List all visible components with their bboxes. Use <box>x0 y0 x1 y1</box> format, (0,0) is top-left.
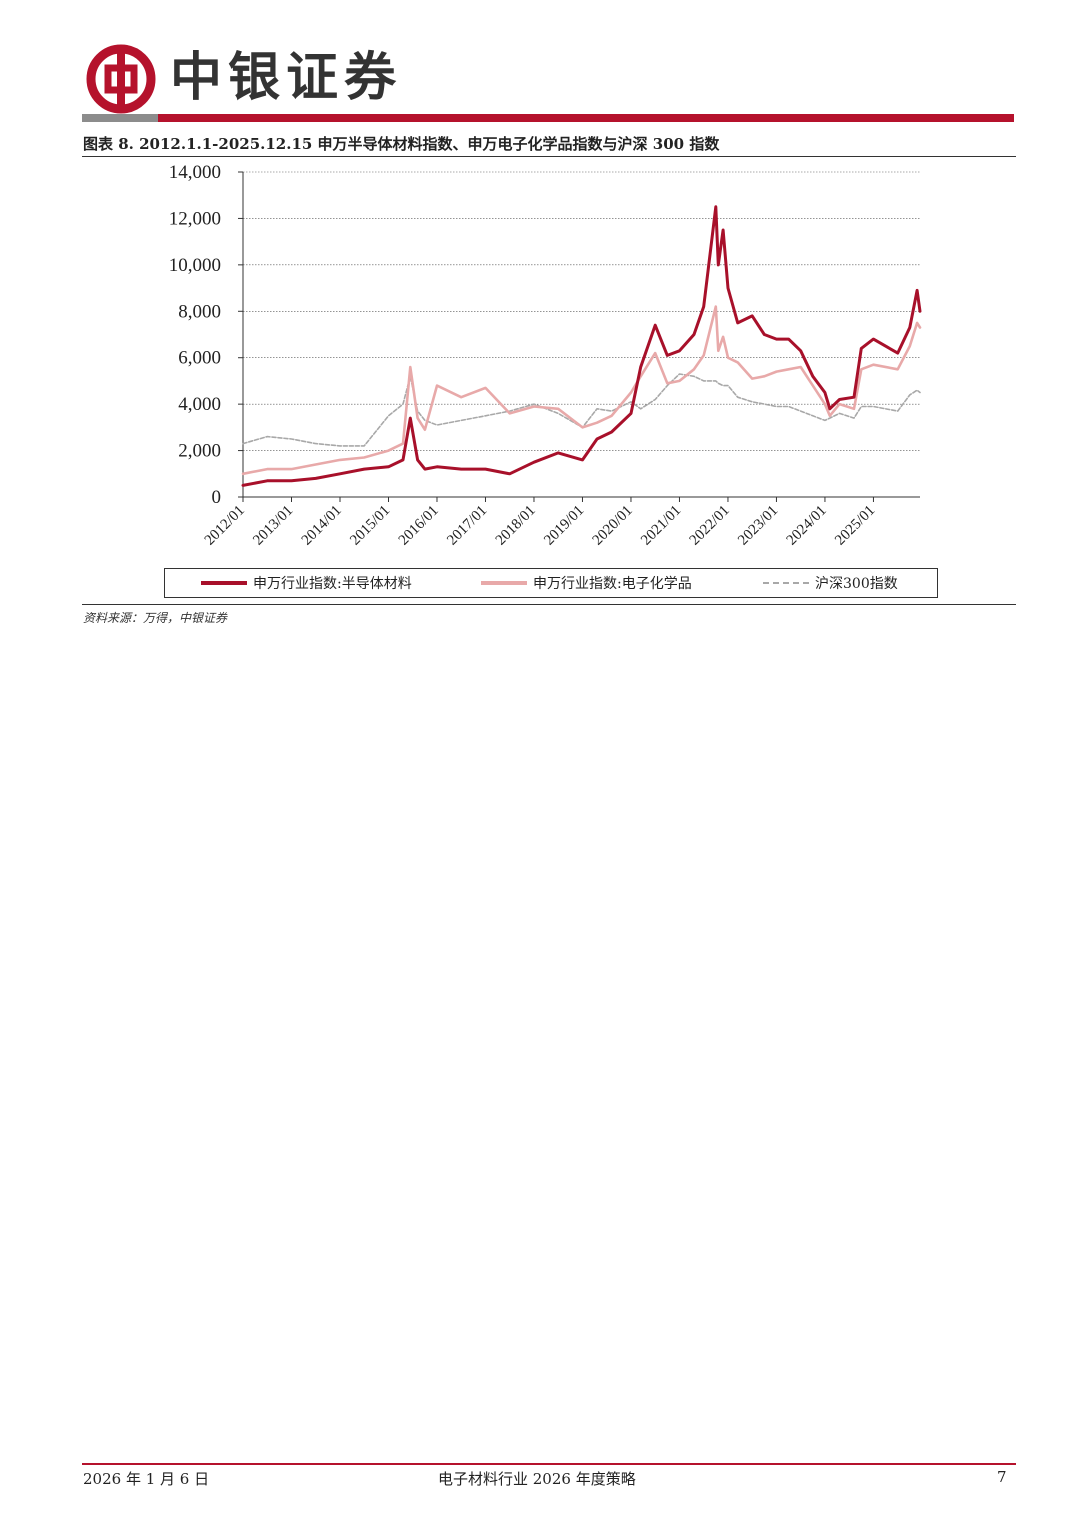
grid-lines <box>243 171 920 451</box>
y-tick-labels: 0 2,000 4,000 6,000 8,000 10,000 12,000 14,000 <box>169 162 221 508</box>
x-tick-labels: 2012/01 2013/01 2014/01 2015/01 2016/01 2017/… <box>202 503 879 549</box>
y-tick-label: 10,000 <box>169 255 221 276</box>
x-tick-label: 2023/01 <box>735 503 781 549</box>
figure-bottom-rule <box>82 604 1016 605</box>
x-tick-label: 2020/01 <box>590 503 636 549</box>
chart-legend: 申万行业指数:半导体材料 申万行业指数:电子化学品 沪深300指数 <box>164 568 938 598</box>
footer-page-number: 7 <box>997 1468 1007 1486</box>
y-tick-label: 2,000 <box>178 441 221 462</box>
figure-title: 图表 8. 2012.1.1-2025.12.15 申万半导体材料指数、申万电子… <box>83 135 720 153</box>
y-tick-label: 8,000 <box>178 301 221 322</box>
x-tick-label: 2018/01 <box>493 503 539 549</box>
x-tick-label: 2021/01 <box>638 503 684 549</box>
series-line-semiconductor-materials <box>241 205 922 487</box>
header-band-gray <box>82 114 158 122</box>
figure-source: 资料来源：万得，中银证券 <box>83 611 228 625</box>
y-tick-label: 4,000 <box>178 394 221 415</box>
series-lines <box>241 205 922 487</box>
legend-swatch-csi300 <box>763 582 809 584</box>
footer-report-title: 电子材料行业 2026 年度策略 <box>438 1470 636 1488</box>
series-line-electronic-chemicals <box>241 305 922 476</box>
x-tick-label: 2019/01 <box>541 503 587 549</box>
legend-swatch-semiconductor-materials <box>201 581 247 585</box>
y-tick-label: 14,000 <box>169 162 221 183</box>
x-tick-label: 2017/01 <box>444 503 490 549</box>
header-band-red <box>158 114 1014 122</box>
x-tick-label: 2022/01 <box>687 503 733 549</box>
footer-date: 2026 年 1 月 6 日 <box>83 1470 210 1488</box>
x-tick-label: 2015/01 <box>347 503 393 549</box>
legend-item-csi300: 沪深300指数 <box>763 569 898 597</box>
brand-name: 中银证券 <box>170 48 403 108</box>
bank-of-china-logo-icon <box>86 44 156 114</box>
x-tick-label: 2012/01 <box>202 503 248 549</box>
footer-rule <box>82 1463 1016 1465</box>
x-tick-label: 2025/01 <box>832 503 878 549</box>
legend-item-electronic-chemicals: 申万行业指数:电子化学品 <box>481 569 692 597</box>
y-tick-label: 12,000 <box>169 208 221 229</box>
legend-label-semiconductor-materials: 申万行业指数:半导体材料 <box>253 576 412 592</box>
legend-label-electronic-chemicals: 申万行业指数:电子化学品 <box>533 576 692 592</box>
line-chart: 02,0004,0006,0008,00010,00012,00014,000 … <box>169 162 922 549</box>
legend-swatch-electronic-chemicals <box>481 581 527 585</box>
legend-label-csi300: 沪深300指数 <box>815 576 898 592</box>
y-tick-label: 0 <box>212 487 222 508</box>
figure-top-rule <box>82 156 1016 157</box>
axes <box>238 171 920 502</box>
x-tick-label: 2013/01 <box>250 503 296 549</box>
x-tick-label: 2016/01 <box>396 503 442 549</box>
x-tick-label: 2024/01 <box>784 503 830 549</box>
y-tick-label: 6,000 <box>178 348 221 369</box>
x-tick-label: 2014/01 <box>299 503 345 549</box>
legend-item-semiconductor-materials: 申万行业指数:半导体材料 <box>201 569 412 597</box>
